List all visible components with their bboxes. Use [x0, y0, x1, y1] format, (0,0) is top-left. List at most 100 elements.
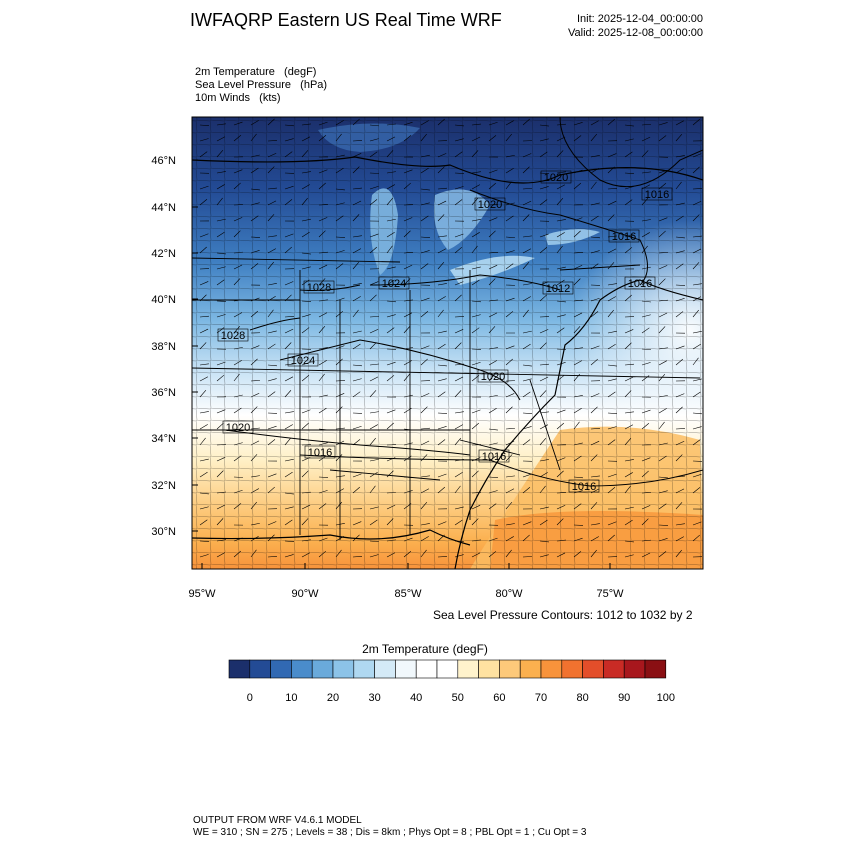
colorbar-swatch — [332, 659, 355, 679]
colorbar-label: 70 — [535, 692, 547, 704]
contour-label-box — [542, 281, 574, 295]
colorbar-label: 50 — [452, 692, 464, 704]
lon-label: 90°W — [291, 588, 319, 600]
contour-label-box — [303, 280, 335, 294]
contour-note: Sea Level Pressure Contours: 1012 to 103… — [433, 608, 693, 622]
field-label-pressure: Sea Level Pressure (hPa) — [195, 79, 328, 91]
colorbar-label: 60 — [493, 692, 505, 704]
colorbar-label: 40 — [410, 692, 422, 704]
contour-label: 1020 — [478, 199, 502, 211]
colorbar-labels: 0 10 20 30 40 50 60 70 80 90 100 — [247, 692, 675, 704]
contour-label-box — [287, 353, 319, 367]
field-label-winds: 10m Winds (kts) — [195, 92, 281, 104]
pressure-contours — [224, 117, 703, 487]
colorbar-swatch — [374, 659, 396, 679]
colorbar-label: 20 — [327, 692, 339, 704]
lat-label: 32°N — [151, 480, 176, 492]
colorbar-swatch — [415, 659, 438, 679]
colorbar-swatch — [582, 659, 604, 679]
lon-label: 75°W — [596, 588, 624, 600]
lat-label: 36°N — [151, 387, 176, 399]
lat-label: 40°N — [151, 294, 176, 306]
contour-label-box — [477, 369, 509, 383]
latitude-labels: 46°N 44°N 42°N 40°N 38°N 36°N 34°N 32°N 30°N — [151, 155, 176, 538]
contour-label: 1020 — [544, 172, 568, 184]
colorbar — [228, 659, 667, 679]
colorbar-swatch — [311, 659, 334, 679]
longitude-labels: 95°W 90°W 85°W 80°W 75°W — [188, 588, 624, 600]
colorbar-title: 2m Temperature (degF) — [362, 642, 488, 656]
contour-label-box — [478, 449, 510, 463]
colorbar-swatch — [561, 659, 583, 679]
colorbar-swatch — [249, 659, 271, 679]
contour-label: 1016 — [645, 189, 669, 201]
map-title: IWFAQRP Eastern US Real Time WRF — [190, 10, 502, 30]
contour-label-box — [474, 197, 506, 211]
colorbar-swatch — [270, 659, 292, 679]
colorbar-swatch — [519, 659, 542, 679]
gulf-coastline — [192, 529, 471, 546]
init-time: Init: 2025-12-04_00:00:00 — [577, 13, 703, 25]
lat-label: 34°N — [151, 433, 176, 445]
contour-label: 1024 — [291, 355, 315, 367]
colorbar-swatch — [291, 659, 313, 679]
contour-label-box — [608, 229, 640, 243]
map-frame — [191, 116, 704, 570]
contour-label: 1028 — [307, 282, 331, 294]
contour-label: 1020 — [226, 422, 250, 434]
map-plot — [192, 117, 703, 569]
colorbar-swatch — [478, 659, 500, 679]
lat-label: 38°N — [151, 341, 176, 353]
colorbar-swatch — [353, 659, 375, 679]
lon-label: 95°W — [188, 588, 216, 600]
lat-label: 42°N — [151, 248, 176, 260]
latitude-ticks — [192, 159, 198, 532]
footer-config: WE = 310 ; SN = 275 ; Levels = 38 ; Dis … — [193, 827, 587, 838]
colorbar-label: 0 — [247, 692, 253, 704]
colorbar-swatch — [499, 659, 521, 679]
colorbar-swatch — [540, 659, 563, 679]
longitude-ticks — [201, 563, 611, 569]
colorbar-swatch — [457, 659, 479, 679]
contour-label-box — [222, 420, 254, 434]
valid-time: Valid: 2025-12-08_00:00:00 — [568, 27, 703, 39]
canada-border — [192, 156, 703, 184]
contour-label-box — [641, 187, 673, 201]
colorbar-label: 10 — [285, 692, 297, 704]
colorbar-label: 80 — [576, 692, 588, 704]
contour-label-box — [217, 328, 249, 342]
contour-label: 1016 — [308, 447, 332, 459]
colorbar-label: 90 — [618, 692, 630, 704]
lon-label: 85°W — [394, 588, 422, 600]
colorbar-swatch — [436, 659, 459, 679]
contour-label: 1016 — [572, 481, 596, 493]
lat-label: 44°N — [151, 202, 176, 214]
wind-barbs — [199, 118, 703, 558]
contour-label: 1024 — [382, 278, 406, 290]
county-lines — [192, 117, 703, 569]
contour-label: 1028 — [221, 330, 245, 342]
contour-label-box — [624, 276, 656, 290]
colorbar-swatch — [644, 659, 667, 679]
lat-label: 30°N — [151, 526, 176, 538]
colorbar-swatch — [603, 659, 625, 679]
contour-label: 1016 — [482, 451, 506, 463]
contour-label: 1012 — [546, 283, 570, 295]
colorbar-swatch — [228, 659, 251, 679]
colorbar-swatch — [623, 659, 646, 679]
colorbar-label: 100 — [657, 692, 675, 704]
state-borders — [192, 257, 701, 540]
contour-label-box — [304, 445, 336, 459]
contour-label-box — [568, 479, 600, 493]
footer-model: OUTPUT FROM WRF V4.6.1 MODEL — [193, 815, 362, 826]
east-coastline — [454, 279, 703, 569]
colorbar-swatch — [395, 659, 417, 679]
field-label-temperature: 2m Temperature (degF) — [195, 66, 317, 78]
contour-label: 1020 — [481, 371, 505, 383]
contour-label: 1016 — [612, 231, 636, 243]
contour-label-box — [540, 170, 572, 184]
contour-label: 1016 — [628, 278, 652, 290]
lat-label: 46°N — [151, 155, 176, 167]
colorbar-label: 30 — [368, 692, 380, 704]
